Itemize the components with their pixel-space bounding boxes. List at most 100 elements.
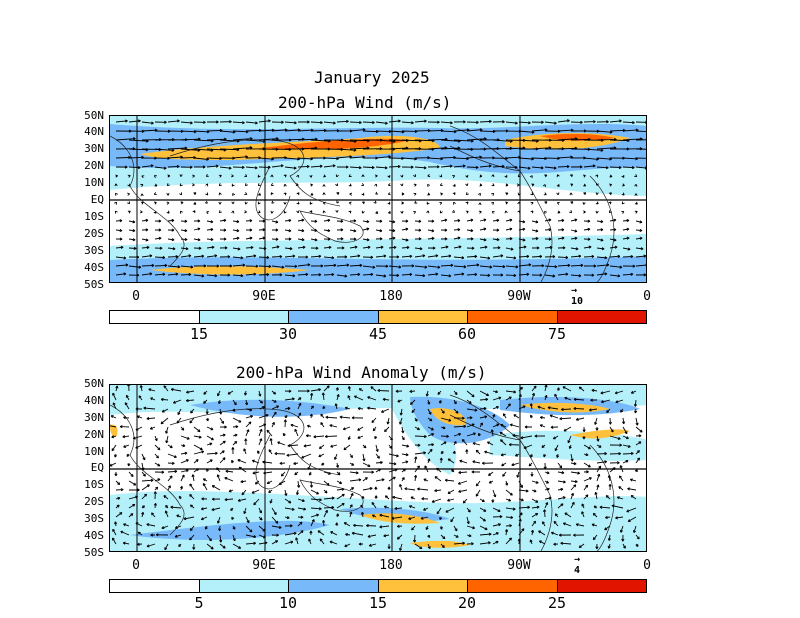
wind-vector-head [519,386,523,390]
wind-vector-head [153,201,157,205]
wind-vector [505,147,526,150]
wind-vector-head [449,164,453,168]
wind-vector [336,139,357,142]
coastlines [110,394,615,551]
wind-vector-head [583,192,587,196]
wind-vector [128,120,141,123]
wind-vector-head [263,246,267,251]
wind-vector [596,461,607,464]
wind-vector-head [392,476,396,480]
wind-vector [232,534,236,542]
wind-vector-head [276,245,280,249]
wind-vector-head [548,228,552,232]
wind-vector [271,405,279,410]
wind-vector [232,256,244,259]
wind-vector-head [386,421,390,425]
wind-vector-head [275,237,279,241]
wind-vector-head [448,274,452,278]
wind-vector [492,397,502,401]
wind-vector-head [141,505,145,509]
wind-vector-head [405,238,409,242]
wind-vector [557,219,565,222]
wind-vector-head [309,201,313,205]
wind-vector [388,130,405,133]
wind-vector-head [500,423,504,427]
wind-vector-head [305,272,309,277]
panel1-lon-label: 0 [132,289,140,304]
wind-vector [110,462,117,467]
wind-vector [466,129,483,132]
wind-vector [284,498,292,504]
wind-vector-head [279,461,283,465]
wind-vector-head [287,406,291,411]
wind-vector-head [205,183,209,187]
wind-vector-head [111,435,115,439]
wind-vector-head [409,254,413,258]
wind-vector-head [322,406,326,409]
wind-vector [479,120,492,123]
wind-vector [219,543,226,549]
wind-vector [620,525,624,533]
wind-vector-head [348,210,352,214]
wind-vector [193,468,199,473]
wind-vector [544,219,552,222]
wind-vector-head [339,481,343,484]
wind-vector [245,421,252,428]
wind-vector-head [112,537,115,541]
wind-vector-head [463,265,467,269]
wind-vector-head [173,455,177,459]
panel1-wind-field [110,116,646,282]
wind-vector [193,130,210,133]
wind-vector-head [565,272,569,276]
wind-vector [594,417,598,425]
wind-vector-head [257,210,261,214]
wind-vector [310,238,318,241]
wind-vector-head [200,507,204,511]
wind-vector [434,489,442,492]
wind-vector-head [335,465,340,468]
wind-vector-head [470,237,474,241]
wind-vector [560,542,572,545]
wind-vector [303,444,312,447]
wind-vector-head [263,471,266,475]
wind-vector-head [431,499,435,503]
wind-vector-head [142,457,146,461]
wind-vector [596,147,617,150]
colorbar-swatch [557,580,646,592]
wind-vector-head [183,517,187,521]
wind-vector-head [202,478,206,482]
wind-vector-head [244,183,248,187]
wind-vector [627,516,637,522]
wind-vector [362,265,376,268]
wind-vector-head [127,463,131,467]
wind-vector-head [560,503,564,507]
wind-vector-head [424,434,427,439]
wind-vector-head [539,273,543,277]
wind-vector [110,425,117,428]
wind-vector-head [132,220,136,224]
wind-vector-head [250,245,254,250]
wind-vector-head [578,545,582,549]
wind-vector-head [609,157,612,161]
wind-vector [401,273,413,276]
wind-vector [375,444,379,452]
wind-vector [115,273,127,276]
wind-vector [609,219,617,222]
wind-vector [123,542,130,545]
wind-vector-head [279,254,283,259]
wind-vector-head [151,121,154,125]
wind-vector-head [224,497,228,502]
wind-vector-head [385,264,389,268]
wind-vector [170,506,182,509]
wind-vector-head [401,201,404,205]
wind-vector-head [445,509,449,513]
wind-vector-head [143,406,147,410]
anomaly-shading-15-f [110,424,118,437]
wind-vector-head [387,192,391,196]
wind-vector [427,265,441,268]
wind-vector [531,255,542,258]
wind-vector-head [125,263,129,267]
wind-vector [367,396,377,401]
wind-vector-head [554,513,558,517]
wind-vector [453,246,462,249]
